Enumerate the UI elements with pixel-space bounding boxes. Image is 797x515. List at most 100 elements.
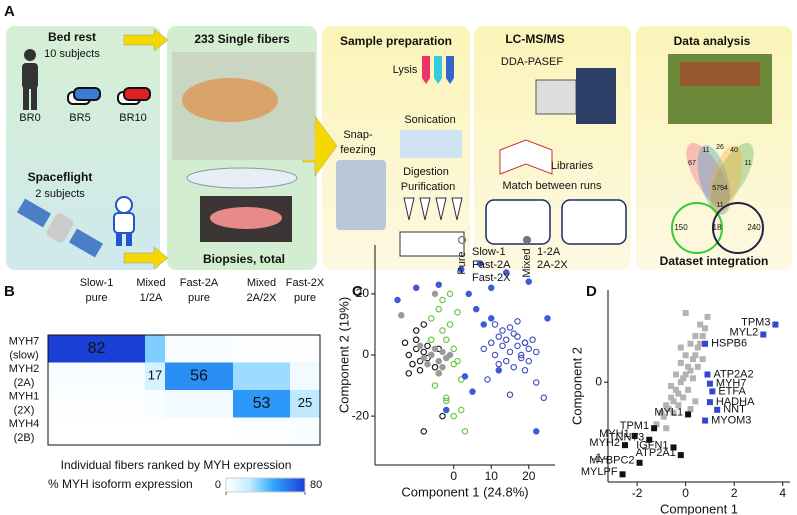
colorbar-tick-label: 0	[215, 479, 221, 491]
colorbar	[225, 477, 306, 493]
row-label: MYH1	[9, 391, 40, 403]
venn-count: 11	[716, 202, 723, 209]
point	[499, 327, 506, 334]
venn-count: 240	[747, 223, 761, 232]
point	[442, 397, 450, 405]
point	[682, 371, 689, 378]
column-label: pure	[85, 292, 107, 304]
point	[480, 345, 487, 353]
heat-cell	[145, 335, 165, 363]
cohort-title: Bed rest	[48, 30, 96, 44]
legend-entry: 2A-2X	[537, 259, 568, 271]
point	[495, 367, 502, 374]
point	[412, 327, 420, 334]
point	[506, 348, 514, 356]
point	[435, 370, 442, 377]
heat-cell	[165, 390, 233, 418]
point	[702, 340, 709, 347]
cell-value: 25	[298, 395, 312, 410]
point	[506, 324, 514, 331]
point	[699, 333, 706, 340]
venn-count: 150	[674, 223, 688, 232]
x-tick-label: 0	[450, 469, 457, 483]
point	[517, 351, 525, 359]
point-label: MYOM3	[711, 414, 751, 426]
point	[502, 357, 510, 365]
point	[663, 402, 670, 409]
heat-cell	[48, 335, 145, 363]
point-label: TPM1	[620, 420, 649, 432]
point	[697, 340, 704, 347]
venn2	[671, 202, 723, 254]
point	[514, 333, 521, 340]
point	[682, 310, 689, 317]
point	[653, 421, 660, 428]
point-label: HADHA	[716, 396, 755, 408]
x-axis-label: Component 1 (24.8%)	[401, 484, 528, 499]
point	[680, 394, 687, 401]
point	[446, 351, 454, 359]
spectra-box	[561, 199, 627, 245]
point	[685, 411, 692, 418]
point	[675, 390, 682, 397]
point	[476, 260, 484, 267]
panel-label: A	[4, 3, 15, 20]
point	[484, 376, 491, 383]
point-label: ATP2A1	[636, 447, 676, 459]
point	[457, 266, 465, 273]
point	[672, 386, 679, 393]
point	[495, 360, 502, 368]
point	[670, 444, 677, 451]
photo-skin	[182, 78, 278, 122]
point	[677, 379, 684, 386]
point	[685, 386, 692, 393]
instrument	[535, 79, 577, 115]
y-tick-label: 0	[595, 374, 602, 388]
heat-cell	[145, 417, 165, 445]
point	[420, 354, 427, 362]
heat-cell	[233, 362, 290, 390]
venn-count: 11	[744, 160, 751, 167]
point	[442, 394, 450, 402]
point-label: MYH1	[599, 428, 630, 440]
column-label: Mixed	[247, 277, 276, 289]
row-label: (2A)	[14, 377, 35, 389]
point	[672, 371, 679, 378]
step-title: 233 Single fibers	[194, 32, 290, 46]
point	[514, 318, 521, 325]
point	[435, 357, 442, 365]
point	[692, 398, 699, 405]
venn4	[686, 143, 754, 215]
venn-count: 40	[730, 147, 738, 154]
dish	[186, 167, 298, 189]
x-axis-label: Individual fibers ranked by MYH expressi…	[61, 458, 292, 472]
point	[692, 333, 699, 340]
column-label: Slow-1	[80, 277, 114, 289]
heat-cell	[48, 390, 145, 418]
point	[461, 428, 469, 435]
x-tick-label: 0	[682, 486, 689, 500]
point	[420, 348, 427, 356]
point	[480, 321, 487, 328]
point-label: MYH7	[716, 378, 747, 390]
point	[677, 359, 684, 366]
point	[682, 352, 689, 359]
heat-cell	[145, 390, 165, 418]
cohort-subtitle: 10 subjects	[44, 48, 100, 60]
step-label: Match between runs	[502, 180, 602, 192]
point	[435, 305, 442, 313]
point-label: MYL2	[730, 326, 759, 338]
point	[450, 412, 457, 420]
point	[517, 354, 525, 362]
point	[668, 383, 675, 389]
legend-group-title: Pure	[456, 251, 468, 274]
panel-label: C	[352, 283, 363, 300]
point	[663, 425, 670, 432]
step-footer: Biopsies, total	[203, 252, 285, 266]
workflow-panel: A Bed rest 10 subjects BR0 BR5 BR10 Spac…	[4, 3, 792, 270]
satellite-icon	[17, 198, 103, 258]
point	[420, 321, 427, 328]
point	[660, 413, 667, 420]
venn-count: 5794	[712, 185, 728, 192]
